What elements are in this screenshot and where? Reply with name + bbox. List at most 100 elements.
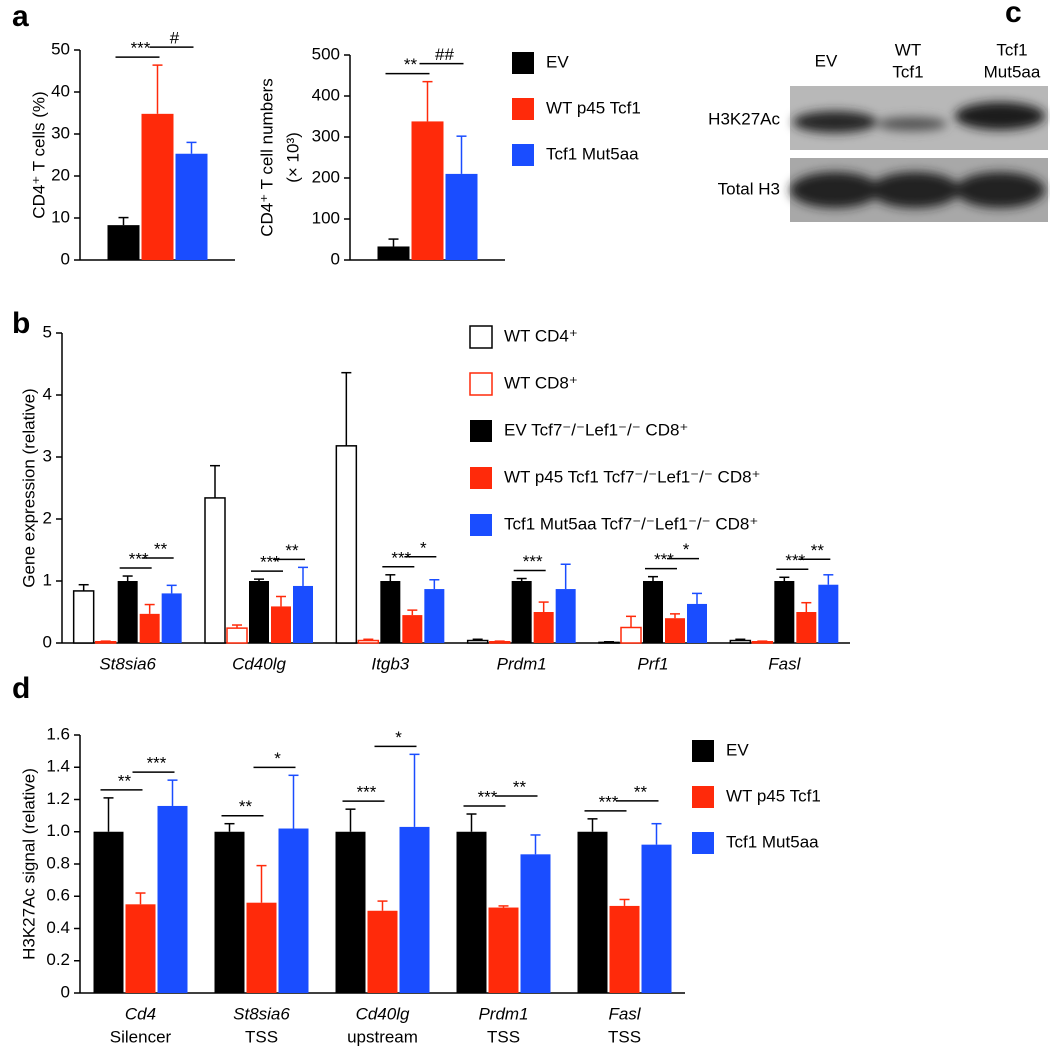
y-tick-label: 100 [312, 208, 340, 227]
legend-swatch [469, 325, 493, 349]
y-axis-label: CD4⁺ T cells (%) [29, 91, 48, 218]
legend-swatch [470, 514, 492, 536]
lane-label: Tcf1 [996, 40, 1027, 59]
bar [643, 581, 663, 643]
bar [214, 831, 245, 993]
significance-label: *** [147, 754, 167, 773]
x-tick-label: TSS [608, 1027, 641, 1046]
x-tick-label: St8sia6 [99, 654, 156, 673]
x-tick-label: Fasl [768, 654, 801, 673]
bar [377, 246, 410, 260]
significance-label: # [170, 29, 180, 48]
significance-label: *** [785, 551, 805, 570]
significance-label: ## [435, 45, 454, 64]
significance-label: *** [599, 792, 619, 811]
significance-label: *** [654, 550, 674, 569]
bar [335, 831, 366, 993]
y-tick-label: 200 [312, 167, 340, 186]
significance-label: *** [357, 783, 377, 802]
y-tick-label: 1 [43, 570, 52, 589]
y-tick-label: 5 [43, 322, 52, 341]
y-axis-label: H3K27Ac signal (relative) [19, 768, 38, 960]
legend-swatch [512, 52, 534, 74]
bar [577, 831, 608, 993]
bar [620, 626, 642, 644]
y-tick-label: 0 [331, 249, 340, 268]
y-tick-label: 400 [312, 85, 340, 104]
legend-label: EV [726, 740, 749, 759]
bar [533, 612, 554, 643]
bar [687, 603, 707, 643]
legend-label: WT p45 Tcf1 [726, 786, 821, 805]
legend-swatch [470, 420, 492, 442]
legend-label: WT CD8⁺ [504, 373, 578, 392]
bar [335, 445, 358, 644]
legend-label: Tcf1 Mut5aa Tcf7⁻/⁻Lef1⁻/⁻ CD8⁺ [504, 514, 758, 533]
legend-swatch [692, 832, 714, 854]
x-tick-label: Silencer [110, 1027, 172, 1046]
y-axis-label: Gene expression (relative) [19, 388, 38, 587]
legend-swatch [692, 740, 714, 762]
bar [555, 589, 576, 643]
legend-swatch [512, 98, 534, 120]
significance-label: * [420, 538, 427, 557]
y-axis-label: (× 10³) [283, 132, 302, 183]
bar [249, 581, 269, 643]
bar [818, 584, 839, 643]
y-tick-label: 2 [43, 508, 52, 527]
x-tick-label: TSS [245, 1027, 278, 1046]
y-tick-label: 1.4 [46, 757, 70, 776]
bar [399, 826, 430, 993]
bar [367, 910, 398, 993]
bar [445, 173, 478, 260]
x-tick-label: Cd4 [125, 1004, 156, 1023]
significance-label: ** [634, 782, 648, 801]
panel-letter: d [12, 672, 30, 705]
significance-label: *** [391, 548, 411, 567]
x-tick-label: Cd40lg [232, 654, 286, 673]
y-axis-label: CD4⁺ T cell numbers [257, 78, 276, 237]
y-tick-label: 1.0 [46, 821, 70, 840]
significance-label: ** [513, 777, 527, 796]
bar [609, 905, 640, 993]
bar [161, 593, 182, 643]
x-tick-label: Prdm1 [497, 654, 547, 673]
x-tick-label: St8sia6 [233, 1004, 290, 1023]
significance-label: ** [154, 540, 168, 559]
y-tick-label: 50 [51, 39, 70, 58]
bar [402, 615, 423, 643]
y-tick-label: 40 [51, 81, 70, 100]
y-tick-label: 1.6 [46, 724, 70, 743]
y-tick-label: 0 [61, 249, 70, 268]
significance-label: ** [404, 55, 418, 74]
bar [357, 639, 380, 644]
y-tick-label: 10 [51, 207, 70, 226]
blot-row-label: Total H3 [718, 179, 780, 198]
bar [246, 902, 277, 993]
bar [729, 639, 752, 644]
x-tick-label: Fasl [608, 1004, 641, 1023]
lane-label: EV [815, 51, 838, 70]
significance-label: * [395, 728, 402, 747]
bar [93, 831, 124, 993]
legend-swatch [470, 467, 492, 489]
legend-label: Tcf1 Mut5aa [546, 144, 639, 163]
significance-label: ** [239, 797, 253, 816]
legend-label: WT p45 Tcf1 [546, 98, 641, 117]
legend-label: WT CD4⁺ [504, 326, 578, 345]
lane-label: Tcf1 [892, 62, 923, 81]
significance-label: *** [523, 552, 543, 571]
y-tick-label: 30 [51, 123, 70, 142]
bar [456, 831, 487, 993]
bar [204, 497, 226, 644]
significance-label: *** [129, 550, 149, 569]
bar [117, 581, 138, 643]
bar [641, 844, 672, 993]
bar [157, 805, 188, 993]
bar [72, 590, 95, 644]
bar [665, 618, 685, 643]
bar [271, 606, 291, 643]
bar [175, 153, 208, 260]
bar [466, 639, 489, 644]
